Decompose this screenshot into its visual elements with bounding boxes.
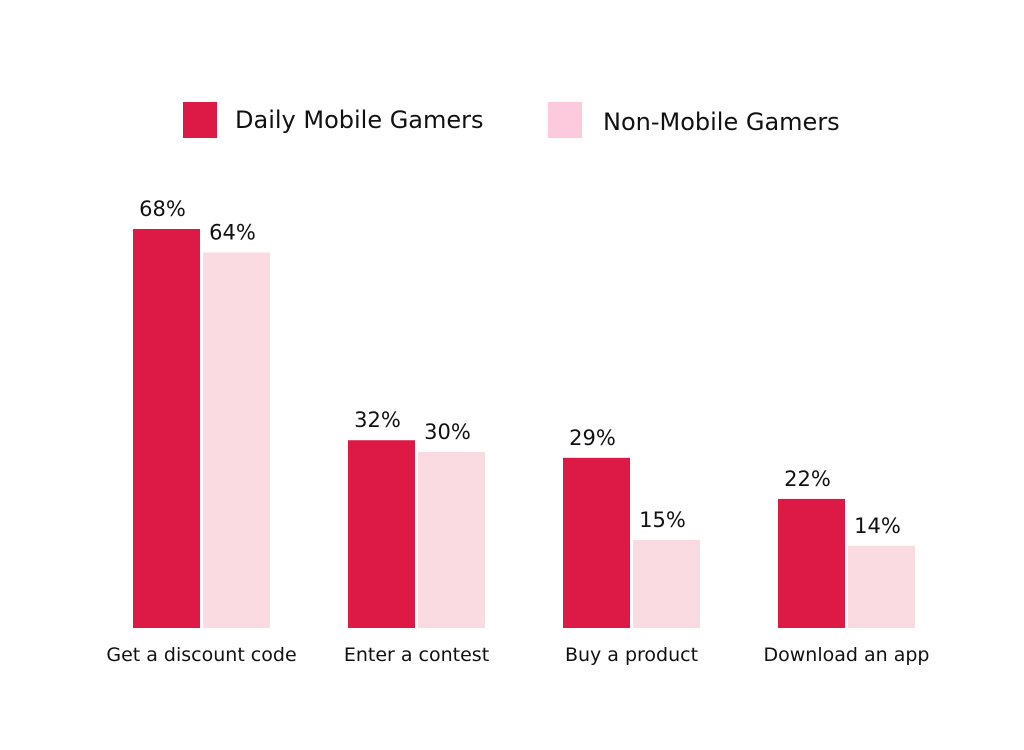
bar-daily-3 bbox=[563, 457, 630, 628]
data-label-daily-2: 32% bbox=[354, 408, 401, 432]
bar-non-mobile-1 bbox=[203, 252, 270, 628]
bar-daily-1 bbox=[133, 229, 200, 628]
legend-label-2: Non-Mobile Gamers bbox=[603, 108, 840, 136]
category-label-3: Buy a product bbox=[565, 644, 698, 666]
bar-non-mobile-4 bbox=[848, 545, 915, 628]
category-label-4: Download an app bbox=[764, 644, 930, 666]
legend-label-1: Daily Mobile Gamers bbox=[235, 106, 484, 134]
data-label-non-mobile-3: 15% bbox=[639, 508, 686, 532]
bar-non-mobile-2 bbox=[418, 451, 485, 628]
bar-daily-2 bbox=[348, 440, 415, 628]
data-label-non-mobile-1: 64% bbox=[209, 220, 256, 244]
data-label-daily-4: 22% bbox=[784, 467, 831, 491]
category-labels: Get a discount code Enter a contest Buy a … bbox=[106, 644, 929, 666]
data-label-non-mobile-2: 30% bbox=[424, 420, 471, 444]
data-label-daily-1: 68% bbox=[139, 197, 186, 221]
data-label-daily-3: 29% bbox=[569, 426, 616, 450]
category-label-1: Get a discount code bbox=[106, 644, 296, 666]
legend: Daily Mobile Gamers Non-Mobile Gamers bbox=[183, 102, 840, 138]
bars bbox=[133, 229, 915, 628]
category-label-2: Enter a contest bbox=[344, 644, 489, 666]
legend-swatch-2 bbox=[548, 102, 582, 138]
data-label-non-mobile-4: 14% bbox=[854, 514, 901, 538]
bar-daily-4 bbox=[778, 498, 845, 628]
data-labels: 68% 64% 32% 30% 29% 15% 22% 14% bbox=[139, 197, 901, 538]
bar-non-mobile-3 bbox=[633, 539, 700, 628]
legend-swatch-1 bbox=[183, 102, 217, 138]
